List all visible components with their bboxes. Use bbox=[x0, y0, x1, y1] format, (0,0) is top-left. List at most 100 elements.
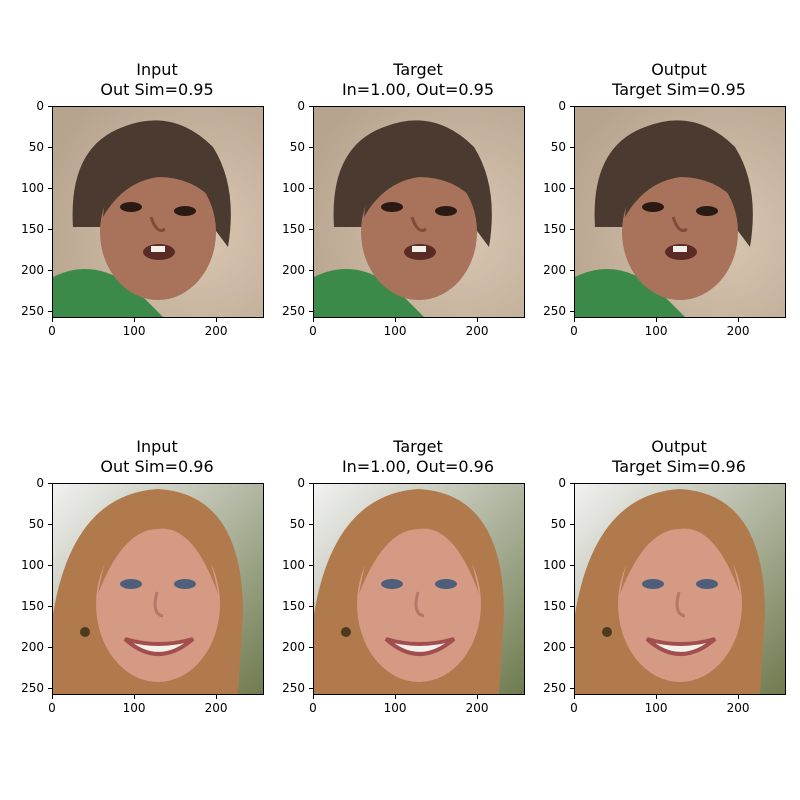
y-tick-mark bbox=[309, 188, 313, 190]
panel-title: Output Target Sim=0.95 bbox=[549, 60, 800, 100]
y-tick-mark bbox=[570, 606, 574, 608]
y-tick-label: 0 bbox=[36, 476, 44, 490]
y-tick-mark bbox=[309, 147, 313, 149]
panel-title: Input Out Sim=0.96 bbox=[27, 437, 287, 477]
panel-title-line1: Target bbox=[393, 60, 443, 79]
y-tick-label: 50 bbox=[289, 140, 305, 155]
x-tick-mark bbox=[477, 318, 479, 322]
x-tick-label: 200 bbox=[726, 324, 750, 338]
y-tick-label: 250 bbox=[543, 304, 566, 319]
x-tick-mark bbox=[52, 695, 53, 699]
image-panel bbox=[52, 483, 264, 695]
image-frame bbox=[52, 483, 264, 695]
panel-title: Target In=1.00, Out=0.96 bbox=[288, 437, 548, 477]
y-tick-label: 200 bbox=[282, 263, 305, 278]
x-tick-label: 0 bbox=[309, 324, 317, 338]
y-tick-label: 150 bbox=[543, 222, 566, 237]
x-tick-label: 100 bbox=[644, 324, 668, 338]
child-face-photo bbox=[575, 107, 785, 317]
x-tick-label: 100 bbox=[383, 701, 407, 715]
y-tick-label: 50 bbox=[28, 517, 44, 532]
y-tick-label: 100 bbox=[282, 558, 305, 573]
y-tick-mark bbox=[48, 565, 52, 567]
y-tick-label: 200 bbox=[543, 640, 566, 655]
y-tick-label: 0 bbox=[297, 476, 305, 490]
y-tick-mark bbox=[48, 483, 52, 484]
y-tick-label: 0 bbox=[558, 99, 566, 113]
image-panel bbox=[313, 483, 525, 695]
x-tick-label: 100 bbox=[383, 324, 407, 338]
panel-title-line2: Out Sim=0.95 bbox=[100, 80, 214, 99]
y-tick-label: 250 bbox=[282, 681, 305, 696]
panel-title-line2: Target Sim=0.95 bbox=[612, 80, 746, 99]
y-tick-mark bbox=[309, 606, 313, 608]
x-tick-mark bbox=[574, 318, 575, 322]
y-tick-label: 200 bbox=[21, 640, 44, 655]
y-tick-mark bbox=[48, 270, 52, 272]
y-tick-mark bbox=[48, 688, 52, 690]
x-tick-label: 200 bbox=[204, 701, 228, 715]
x-tick-mark bbox=[216, 318, 218, 322]
y-tick-mark bbox=[309, 311, 313, 313]
y-tick-mark bbox=[570, 106, 574, 107]
y-tick-label: 250 bbox=[21, 304, 44, 319]
y-tick-label: 50 bbox=[550, 517, 566, 532]
y-tick-label: 100 bbox=[543, 181, 566, 196]
x-tick-label: 0 bbox=[48, 701, 56, 715]
x-tick-label: 0 bbox=[570, 701, 578, 715]
panel-title-line1: Target bbox=[393, 437, 443, 456]
x-tick-mark bbox=[656, 695, 658, 699]
y-tick-mark bbox=[309, 270, 313, 272]
y-tick-label: 150 bbox=[543, 599, 566, 614]
y-tick-label: 150 bbox=[21, 222, 44, 237]
y-tick-label: 50 bbox=[550, 140, 566, 155]
y-tick-mark bbox=[570, 229, 574, 231]
woman-face-photo bbox=[53, 484, 263, 694]
y-tick-mark bbox=[48, 188, 52, 190]
x-tick-mark bbox=[313, 318, 314, 322]
x-tick-mark bbox=[477, 695, 479, 699]
y-tick-mark bbox=[48, 311, 52, 313]
x-tick-label: 200 bbox=[204, 324, 228, 338]
x-tick-mark bbox=[738, 695, 740, 699]
y-tick-label: 50 bbox=[28, 140, 44, 155]
y-tick-mark bbox=[48, 647, 52, 649]
image-panel bbox=[313, 106, 525, 318]
y-tick-label: 100 bbox=[21, 558, 44, 573]
x-tick-mark bbox=[134, 318, 136, 322]
y-tick-mark bbox=[570, 647, 574, 649]
y-tick-label: 150 bbox=[282, 222, 305, 237]
panel-title-line2: Target Sim=0.96 bbox=[612, 457, 746, 476]
image-frame bbox=[52, 106, 264, 318]
y-tick-mark bbox=[570, 688, 574, 690]
y-tick-label: 50 bbox=[289, 517, 305, 532]
y-tick-mark bbox=[309, 483, 313, 484]
y-tick-label: 0 bbox=[36, 99, 44, 113]
y-tick-label: 150 bbox=[21, 599, 44, 614]
y-tick-label: 150 bbox=[282, 599, 305, 614]
y-tick-mark bbox=[570, 483, 574, 484]
y-tick-label: 100 bbox=[21, 181, 44, 196]
panel-title-line2: Out Sim=0.96 bbox=[100, 457, 214, 476]
x-tick-mark bbox=[738, 318, 740, 322]
child-face-photo bbox=[314, 107, 524, 317]
y-tick-label: 200 bbox=[282, 640, 305, 655]
panel-title: Output Target Sim=0.96 bbox=[549, 437, 800, 477]
y-tick-label: 100 bbox=[543, 558, 566, 573]
image-panel bbox=[574, 106, 786, 318]
y-tick-mark bbox=[48, 229, 52, 231]
image-frame bbox=[313, 106, 525, 318]
panel-title-line2: In=1.00, Out=0.95 bbox=[341, 80, 495, 99]
y-tick-mark bbox=[48, 606, 52, 608]
image-panel bbox=[574, 483, 786, 695]
y-tick-label: 100 bbox=[282, 181, 305, 196]
y-tick-mark bbox=[570, 565, 574, 567]
x-tick-label: 100 bbox=[122, 701, 146, 715]
x-tick-label: 100 bbox=[644, 701, 668, 715]
x-tick-mark bbox=[134, 695, 136, 699]
woman-face-photo bbox=[575, 484, 785, 694]
y-tick-mark bbox=[309, 647, 313, 649]
panel-title-line1: Output bbox=[651, 437, 707, 456]
panel-title-line1: Input bbox=[136, 60, 178, 79]
y-tick-mark bbox=[309, 688, 313, 690]
